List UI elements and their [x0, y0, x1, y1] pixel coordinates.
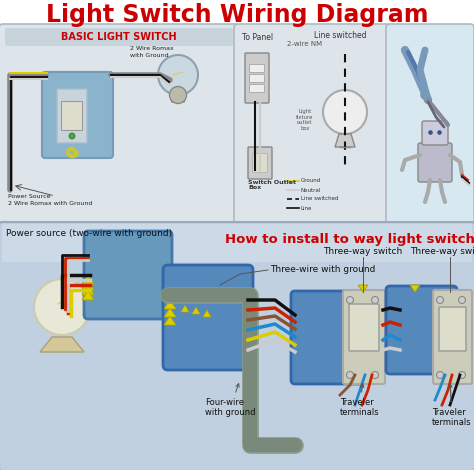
FancyBboxPatch shape: [42, 72, 113, 158]
Circle shape: [372, 297, 379, 304]
FancyBboxPatch shape: [62, 102, 82, 131]
FancyBboxPatch shape: [249, 85, 264, 93]
Circle shape: [34, 279, 90, 335]
Circle shape: [421, 91, 429, 99]
Polygon shape: [170, 95, 186, 102]
Polygon shape: [40, 337, 84, 352]
Circle shape: [372, 371, 379, 378]
Text: How to install to way light switch: How to install to way light switch: [225, 234, 474, 246]
Polygon shape: [82, 280, 94, 290]
Text: Three-wire with ground: Three-wire with ground: [270, 266, 375, 274]
FancyBboxPatch shape: [2, 224, 472, 262]
Circle shape: [69, 133, 75, 139]
Text: Line: Line: [301, 205, 312, 211]
Polygon shape: [203, 310, 211, 317]
FancyBboxPatch shape: [234, 24, 390, 226]
Polygon shape: [192, 292, 200, 299]
Polygon shape: [181, 290, 189, 297]
FancyBboxPatch shape: [5, 28, 233, 46]
FancyBboxPatch shape: [349, 304, 379, 351]
FancyBboxPatch shape: [57, 89, 87, 143]
Circle shape: [458, 371, 465, 378]
Polygon shape: [164, 292, 176, 301]
Text: Three-way switch: Three-way switch: [410, 248, 474, 257]
Text: BASIC LIGHT SWITCH: BASIC LIGHT SWITCH: [61, 32, 177, 42]
FancyBboxPatch shape: [0, 24, 239, 226]
Text: Light
fixture
outlet
box: Light fixture outlet box: [296, 109, 314, 131]
Polygon shape: [410, 285, 420, 292]
FancyBboxPatch shape: [422, 121, 448, 145]
FancyBboxPatch shape: [253, 154, 267, 172]
Text: Neutral: Neutral: [301, 188, 321, 193]
FancyBboxPatch shape: [386, 24, 474, 226]
Text: Line switched: Line switched: [314, 31, 366, 39]
Polygon shape: [203, 295, 211, 302]
Polygon shape: [192, 307, 200, 314]
Polygon shape: [358, 285, 368, 292]
Polygon shape: [164, 308, 176, 317]
Polygon shape: [82, 275, 94, 285]
Text: Four-wire
with ground: Four-wire with ground: [205, 384, 255, 417]
Circle shape: [437, 371, 444, 378]
Polygon shape: [82, 290, 94, 300]
Polygon shape: [335, 134, 355, 147]
FancyBboxPatch shape: [433, 290, 472, 384]
FancyBboxPatch shape: [386, 286, 457, 374]
FancyBboxPatch shape: [418, 143, 452, 182]
Circle shape: [346, 371, 354, 378]
Text: Ground: Ground: [301, 179, 321, 183]
Text: Three-way switch: Three-way switch: [323, 248, 402, 257]
FancyBboxPatch shape: [0, 222, 474, 470]
Circle shape: [437, 297, 444, 304]
Polygon shape: [181, 305, 189, 312]
FancyBboxPatch shape: [249, 64, 264, 72]
Circle shape: [458, 297, 465, 304]
FancyBboxPatch shape: [291, 291, 367, 384]
Text: Switch Outlet
Box: Switch Outlet Box: [248, 180, 296, 190]
FancyBboxPatch shape: [248, 147, 272, 179]
Polygon shape: [164, 316, 176, 325]
FancyBboxPatch shape: [84, 231, 172, 319]
Text: To Panel: To Panel: [242, 33, 273, 42]
Circle shape: [170, 86, 186, 103]
Text: Power source (two-wire with ground): Power source (two-wire with ground): [6, 229, 172, 238]
Circle shape: [323, 90, 367, 134]
FancyBboxPatch shape: [249, 75, 264, 83]
Text: Line switched: Line switched: [301, 196, 338, 202]
Text: 2 Wire Romax
with Ground: 2 Wire Romax with Ground: [130, 47, 174, 58]
Polygon shape: [82, 285, 94, 295]
Text: 2-wire NM: 2-wire NM: [287, 41, 323, 47]
FancyBboxPatch shape: [245, 53, 269, 103]
Text: Power Source
2 Wire Romax with Ground: Power Source 2 Wire Romax with Ground: [8, 195, 92, 205]
FancyBboxPatch shape: [343, 290, 385, 384]
Text: Light Switch Wiring Diagram: Light Switch Wiring Diagram: [46, 3, 428, 27]
FancyBboxPatch shape: [439, 307, 466, 351]
Circle shape: [346, 297, 354, 304]
FancyBboxPatch shape: [163, 265, 253, 370]
Polygon shape: [164, 300, 176, 309]
Text: Traveler
terminals: Traveler terminals: [432, 384, 472, 427]
Circle shape: [158, 55, 198, 95]
Text: Traveler
terminals: Traveler terminals: [340, 384, 380, 417]
